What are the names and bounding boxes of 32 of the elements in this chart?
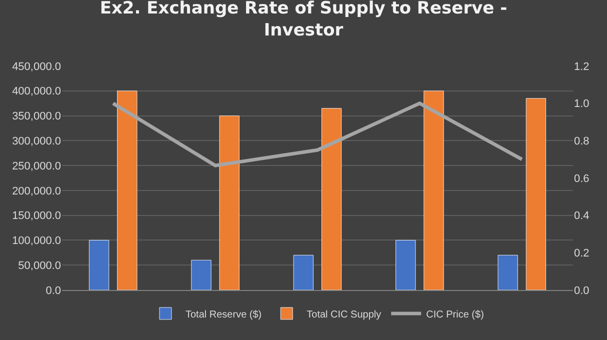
bar	[88, 240, 110, 290]
bar	[396, 240, 416, 290]
legend-label: Total Reserve ($)	[186, 309, 262, 320]
y2-tick-label: 0.2	[574, 248, 590, 260]
bar	[191, 260, 212, 290]
y-tick-label: 150,000.0	[12, 210, 61, 222]
bar	[526, 98, 546, 290]
y2-tick-label: 0.6	[574, 172, 590, 185]
bar	[498, 254, 518, 290]
y-tick-label: 300,000.0	[12, 136, 61, 148]
chart-title: Ex2. Exchange Rate of Supply to Reserve - Investor	[100, 0, 508, 41]
y2-tick-label: 1.2	[574, 60, 590, 73]
y2-tick-label: 1.0	[574, 98, 590, 110]
y-tick-label: 400,000.0	[12, 86, 61, 98]
y-tick-label: 50,000.0	[18, 260, 61, 272]
legend-label: Total CIC Supply	[306, 309, 382, 320]
bar	[117, 90, 138, 290]
y-tick-label: 100,000.0	[12, 235, 61, 248]
bar	[424, 90, 444, 290]
bar	[219, 116, 240, 290]
y2-tick-label: 0.8	[574, 136, 590, 148]
y-tick-label: 350,000.0	[12, 110, 61, 123]
legend-label: CIC Price ($)	[426, 309, 484, 320]
y-tick-label: 250,000.0	[12, 160, 61, 172]
bar	[293, 254, 314, 290]
bar	[321, 108, 342, 290]
y-tick-label: 0.0	[46, 284, 61, 297]
y2-tick-label: 0.4	[574, 210, 590, 222]
y2-tick-label: 0.0	[574, 284, 590, 297]
y-tick-label: 450,000.0	[12, 60, 61, 73]
line-series	[111, 102, 524, 168]
y-tick-label: 200,000.0	[12, 185, 61, 198]
